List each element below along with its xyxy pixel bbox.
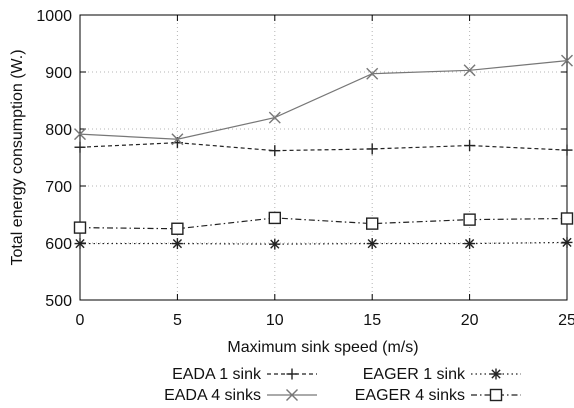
legend-label: EADA 4 sinks	[164, 387, 261, 404]
legend: EADA 1 sink EADA 4 sinks EAGER 1 sink EAGER…	[164, 366, 521, 404]
series-line-eada-1-sink	[79, 142, 568, 152]
x-tick-label: 25	[558, 312, 574, 329]
grid-layer	[80, 15, 567, 300]
y-tick-label: 600	[45, 236, 72, 253]
data-point-eager-1-sink	[269, 238, 281, 250]
data-point-eager-4-sinks	[73, 221, 87, 234]
data-point-eager-1-sink	[171, 238, 183, 250]
series-line-eada-4-sinks	[79, 60, 568, 140]
data-point-eager-4-sinks	[171, 222, 184, 235]
y-tick-label: 500	[45, 293, 72, 310]
legend-item-eager-4-sinks: EAGER 4 sinks	[355, 387, 521, 404]
series-line-eager-1-sink	[80, 241, 568, 245]
legend-marker	[286, 389, 298, 401]
y-tick-label: 800	[45, 122, 72, 139]
y-axis-label: Total energy consumption (W.)	[9, 49, 26, 265]
x-tick-label: 10	[266, 312, 284, 329]
legend-marker	[489, 388, 503, 402]
data-point-eager-4-sinks	[463, 213, 476, 226]
legend-marker	[490, 368, 502, 380]
data-point-eager-4-sinks	[268, 211, 281, 225]
data-point-eager-1-sink	[366, 238, 378, 250]
data-point-eada-1-sink	[269, 145, 281, 157]
series-line-eager-4-sinks	[79, 217, 568, 230]
data-point-eada-4-sinks	[463, 64, 476, 77]
series-eager-4-sinks	[73, 211, 574, 235]
legend-item-eager-1-sink: EAGER 1 sink	[363, 366, 521, 383]
legend-marker	[286, 368, 298, 380]
series-eada-4-sinks	[74, 54, 573, 146]
data-point-eada-1-sink	[561, 144, 573, 156]
data-point-eager-1-sink	[561, 236, 573, 248]
data-point-eada-4-sinks	[171, 133, 184, 146]
x-tick-label: 20	[461, 312, 479, 329]
tick-layer: 0 5 10 15 20 25 500 600 700 800 900 1000	[36, 8, 574, 329]
data-point-eada-1-sink	[74, 141, 86, 153]
data-point-eada-4-sinks	[366, 67, 379, 80]
y-tick-label: 700	[45, 179, 72, 196]
data-point-eager-4-sinks	[366, 217, 379, 230]
x-tick-label: 0	[76, 312, 85, 329]
legend-label: EAGER 1 sink	[363, 366, 466, 383]
data-point-eada-1-sink	[366, 143, 378, 155]
y-tick-label: 1000	[36, 8, 72, 25]
y-tick-label: 900	[45, 65, 72, 82]
data-point-eada-4-sinks	[561, 54, 573, 67]
series-eager-1-sink	[74, 236, 573, 250]
data-point-eada-4-sinks	[268, 111, 281, 124]
legend-label: EAGER 4 sinks	[355, 387, 465, 404]
data-point-eager-1-sink	[74, 238, 86, 250]
data-point-eager-4-sinks	[560, 212, 574, 225]
x-tick-label: 15	[363, 312, 381, 329]
data-point-eada-1-sink	[464, 140, 476, 152]
series-eada-1-sink	[74, 137, 573, 157]
data-point-eager-1-sink	[464, 238, 476, 250]
legend-item-eada-4-sinks: EADA 4 sinks	[164, 387, 317, 404]
data-point-eada-4-sinks	[74, 128, 86, 141]
plot-frame	[79, 14, 568, 301]
series-layer	[73, 54, 574, 250]
x-tick-label: 5	[173, 312, 182, 329]
legend-label: EADA 1 sink	[172, 366, 262, 383]
legend-item-eada-1-sink: EADA 1 sink	[172, 366, 317, 383]
x-axis-label: Maximum sink speed (m/s)	[227, 339, 418, 356]
